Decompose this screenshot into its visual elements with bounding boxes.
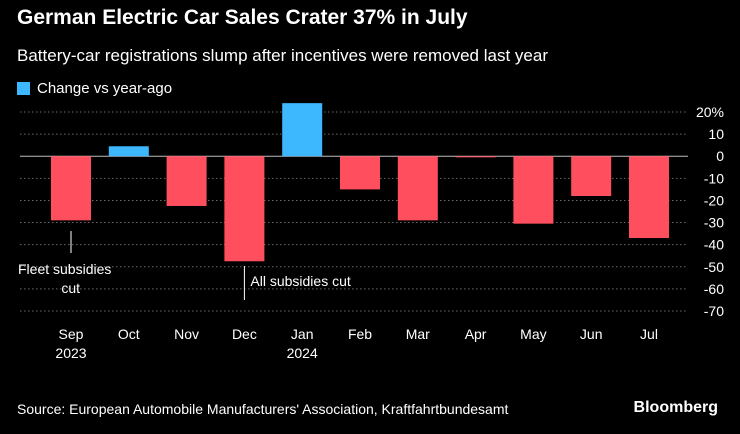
- bar-jul: [629, 156, 669, 239]
- y-tick-label: -20: [704, 192, 724, 208]
- y-tick-label: 0: [716, 148, 724, 164]
- x-tick-label: Oct: [118, 326, 140, 342]
- y-tick-label: 20%: [696, 104, 724, 120]
- chart-title: German Electric Car Sales Crater 37% in …: [17, 6, 468, 29]
- y-tick-label: -50: [704, 259, 724, 275]
- bar-feb: [340, 156, 380, 190]
- bar-chart: 20% 10 0 -10 -20 -30 -40 -50 -60 -70 Sep Oct Nov Dec J…: [18, 103, 724, 361]
- legend-label: Change vs year-ago: [37, 80, 173, 97]
- bar-jun: [571, 156, 612, 197]
- y-tick-label: 10: [708, 126, 724, 142]
- bar-mar: [397, 156, 438, 221]
- annotation-text: cut: [61, 280, 80, 296]
- bar-jan: [282, 103, 323, 157]
- y-tick-label: -60: [704, 281, 724, 297]
- bar-oct: [108, 146, 149, 157]
- x-year-label: 2024: [287, 345, 318, 361]
- legend-swatch: [17, 82, 30, 95]
- bar-sep: [51, 156, 91, 221]
- bloomberg-logo: Bloomberg: [633, 399, 718, 416]
- bar-may: [513, 156, 554, 224]
- bar-nov: [166, 156, 207, 206]
- x-tick-label: May: [520, 326, 546, 342]
- x-tick-label: Nov: [174, 326, 199, 342]
- annotation-text: Fleet subsidies: [18, 261, 111, 277]
- y-tick-label: -10: [704, 170, 724, 186]
- x-tick-label: Jul: [640, 326, 658, 342]
- x-tick-label: Sep: [59, 326, 84, 342]
- source-note: Source: European Automobile Manufacturer…: [17, 401, 509, 417]
- x-tick-label: Jan: [291, 326, 314, 342]
- x-tick-label: Mar: [406, 326, 430, 342]
- chart-subtitle: Battery-car registrations slump after in…: [17, 46, 548, 65]
- x-tick-label: Dec: [232, 326, 257, 342]
- bar-dec: [224, 156, 265, 262]
- x-tick-label: Feb: [348, 326, 372, 342]
- x-year-label: 2023: [55, 345, 86, 361]
- y-tick-label: -30: [704, 215, 724, 231]
- x-tick-label: Jun: [580, 326, 603, 342]
- x-tick-label: Apr: [465, 326, 487, 342]
- annotation-text: All subsidies cut: [250, 273, 350, 289]
- y-tick-label: -40: [704, 237, 724, 253]
- legend: Change vs year-ago: [17, 80, 172, 97]
- bar-apr: [455, 156, 496, 158]
- y-tick-label: -70: [704, 303, 724, 319]
